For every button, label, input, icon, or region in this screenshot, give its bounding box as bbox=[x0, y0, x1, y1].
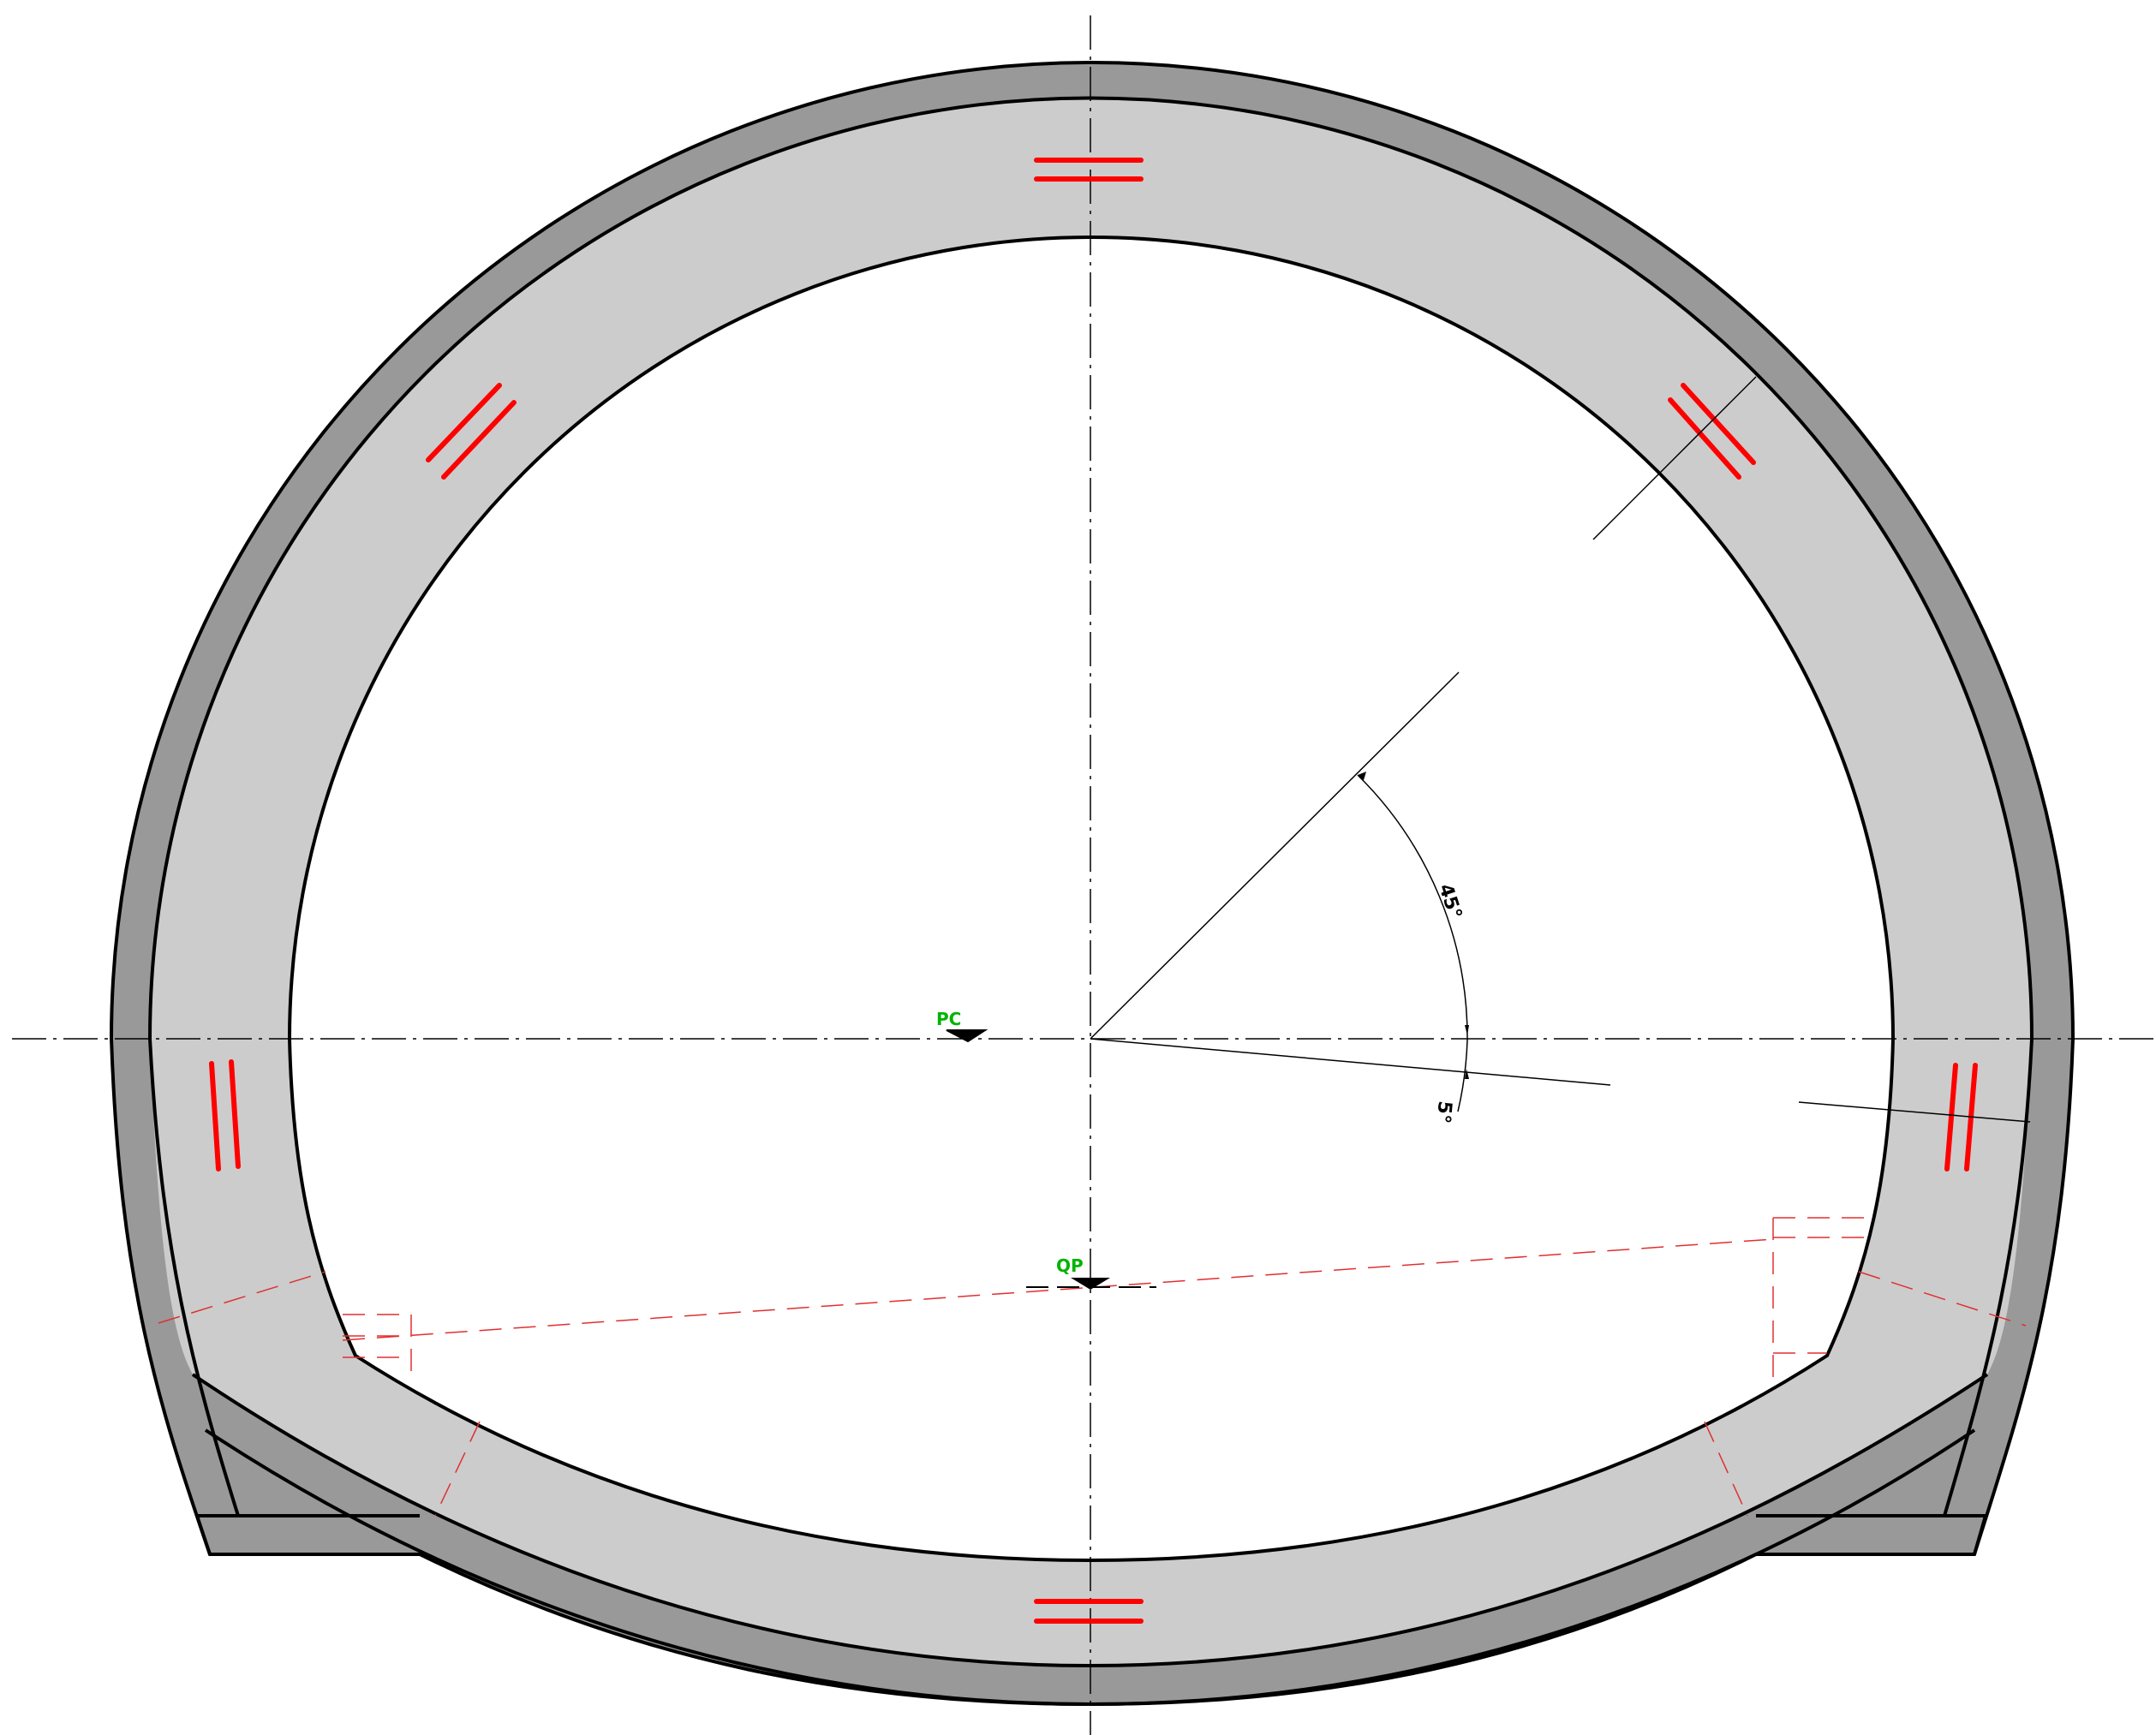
centre-lines bbox=[12, 15, 2156, 1735]
right-drain-box bbox=[1772, 1217, 1867, 1379]
rebar-mark-left bbox=[209, 1059, 241, 1172]
tunnel-opening bbox=[287, 236, 1896, 1563]
rebar-mark-crown bbox=[1034, 158, 1144, 182]
dimension-arc-45 bbox=[1357, 774, 1468, 1041]
rebar-mark-upper-left bbox=[426, 383, 517, 480]
left-joint-line bbox=[158, 1271, 326, 1324]
dimension-arc-5 bbox=[1457, 1040, 1468, 1112]
radial-line-5 bbox=[1090, 1038, 1611, 1086]
right-footing bbox=[1756, 1514, 1987, 1555]
hidden-lines bbox=[158, 1217, 2027, 1517]
qp-level-marker: QP bbox=[1026, 1255, 1156, 1290]
rebar-mark-invert bbox=[1034, 1599, 1144, 1624]
section-line-upper-right bbox=[1592, 376, 1757, 540]
right-invert-joint bbox=[1704, 1421, 1748, 1517]
radial-line-45 bbox=[1090, 671, 1460, 1040]
left-footing bbox=[195, 1514, 420, 1555]
left-invert-joint bbox=[434, 1421, 481, 1517]
pc-triangle-icon bbox=[946, 1029, 988, 1043]
pc-label: PC bbox=[936, 1009, 961, 1029]
angle-dimensions bbox=[1090, 376, 2031, 1123]
pc-level-marker: PC bbox=[936, 1009, 988, 1043]
rebar-mark-upper-right bbox=[1668, 383, 1756, 480]
angle-label-5: 5° bbox=[1432, 1100, 1455, 1124]
right-joint-line bbox=[1858, 1271, 2027, 1327]
qp-label: QP bbox=[1056, 1255, 1084, 1276]
left-drain-box bbox=[343, 1314, 412, 1383]
section-line-right bbox=[1798, 1101, 2031, 1123]
qp-triangle-icon bbox=[1071, 1278, 1110, 1290]
